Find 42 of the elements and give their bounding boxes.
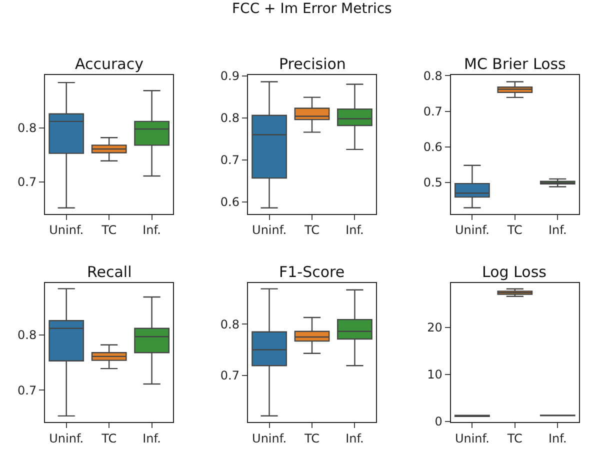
y-tick-label: 0.9 (220, 69, 240, 84)
y-tick-label: 0.7 (220, 153, 240, 168)
y-tick-label: 0.8 (18, 328, 37, 342)
x-tick-label: Inf. (142, 431, 161, 446)
y-tick-label: 0.6 (220, 195, 240, 210)
y-tick-label: 0.8 (18, 121, 37, 136)
y-tick-label: 20 (427, 320, 442, 335)
chart-title: Accuracy (75, 55, 144, 73)
x-tick-label: Inf. (548, 223, 567, 238)
y-tick-label: 0.7 (220, 368, 240, 383)
chart-title: Log Loss (482, 263, 547, 281)
x-tick-label: TC (506, 431, 522, 446)
x-tick-label: TC (100, 223, 117, 238)
y-tick-label: 0.5 (423, 176, 442, 190)
x-tick-label: Inf. (142, 223, 161, 238)
y-tick-label: 0.6 (423, 140, 442, 154)
x-tick-label: Uninf. (252, 431, 287, 446)
chart-title: Recall (87, 263, 132, 281)
chart-title: MC Brier Loss (464, 55, 566, 73)
y-tick-label: 10 (427, 368, 442, 382)
y-tick-label: 0.7 (423, 104, 442, 118)
x-tick-label: Inf. (548, 431, 567, 446)
x-tick-label: TC (506, 223, 522, 238)
y-tick-label: 0.8 (220, 111, 240, 126)
text: FCC + Im Error Metrics (232, 1, 392, 17)
chart-title: F1-Score (279, 263, 345, 281)
x-tick-label: TC (100, 431, 117, 446)
x-tick-label: Inf. (346, 223, 364, 238)
x-tick-label: Uninf. (49, 223, 84, 238)
y-tick-label: 0.7 (18, 383, 37, 398)
x-tick-label: TC (303, 431, 320, 446)
y-tick-label: 0.8 (423, 68, 442, 83)
y-tick-label: 0.7 (18, 175, 37, 190)
y-tick-label: 0 (434, 414, 442, 429)
y-tick-label: 0.8 (220, 317, 240, 332)
x-tick-label: TC (303, 223, 320, 238)
x-tick-label: Uninf. (454, 431, 490, 446)
x-tick-label: Uninf. (252, 223, 287, 238)
x-tick-label: Uninf. (49, 431, 84, 446)
x-tick-label: Uninf. (454, 223, 490, 238)
chart-title: Precision (279, 55, 346, 73)
x-tick-label: Inf. (346, 431, 364, 446)
